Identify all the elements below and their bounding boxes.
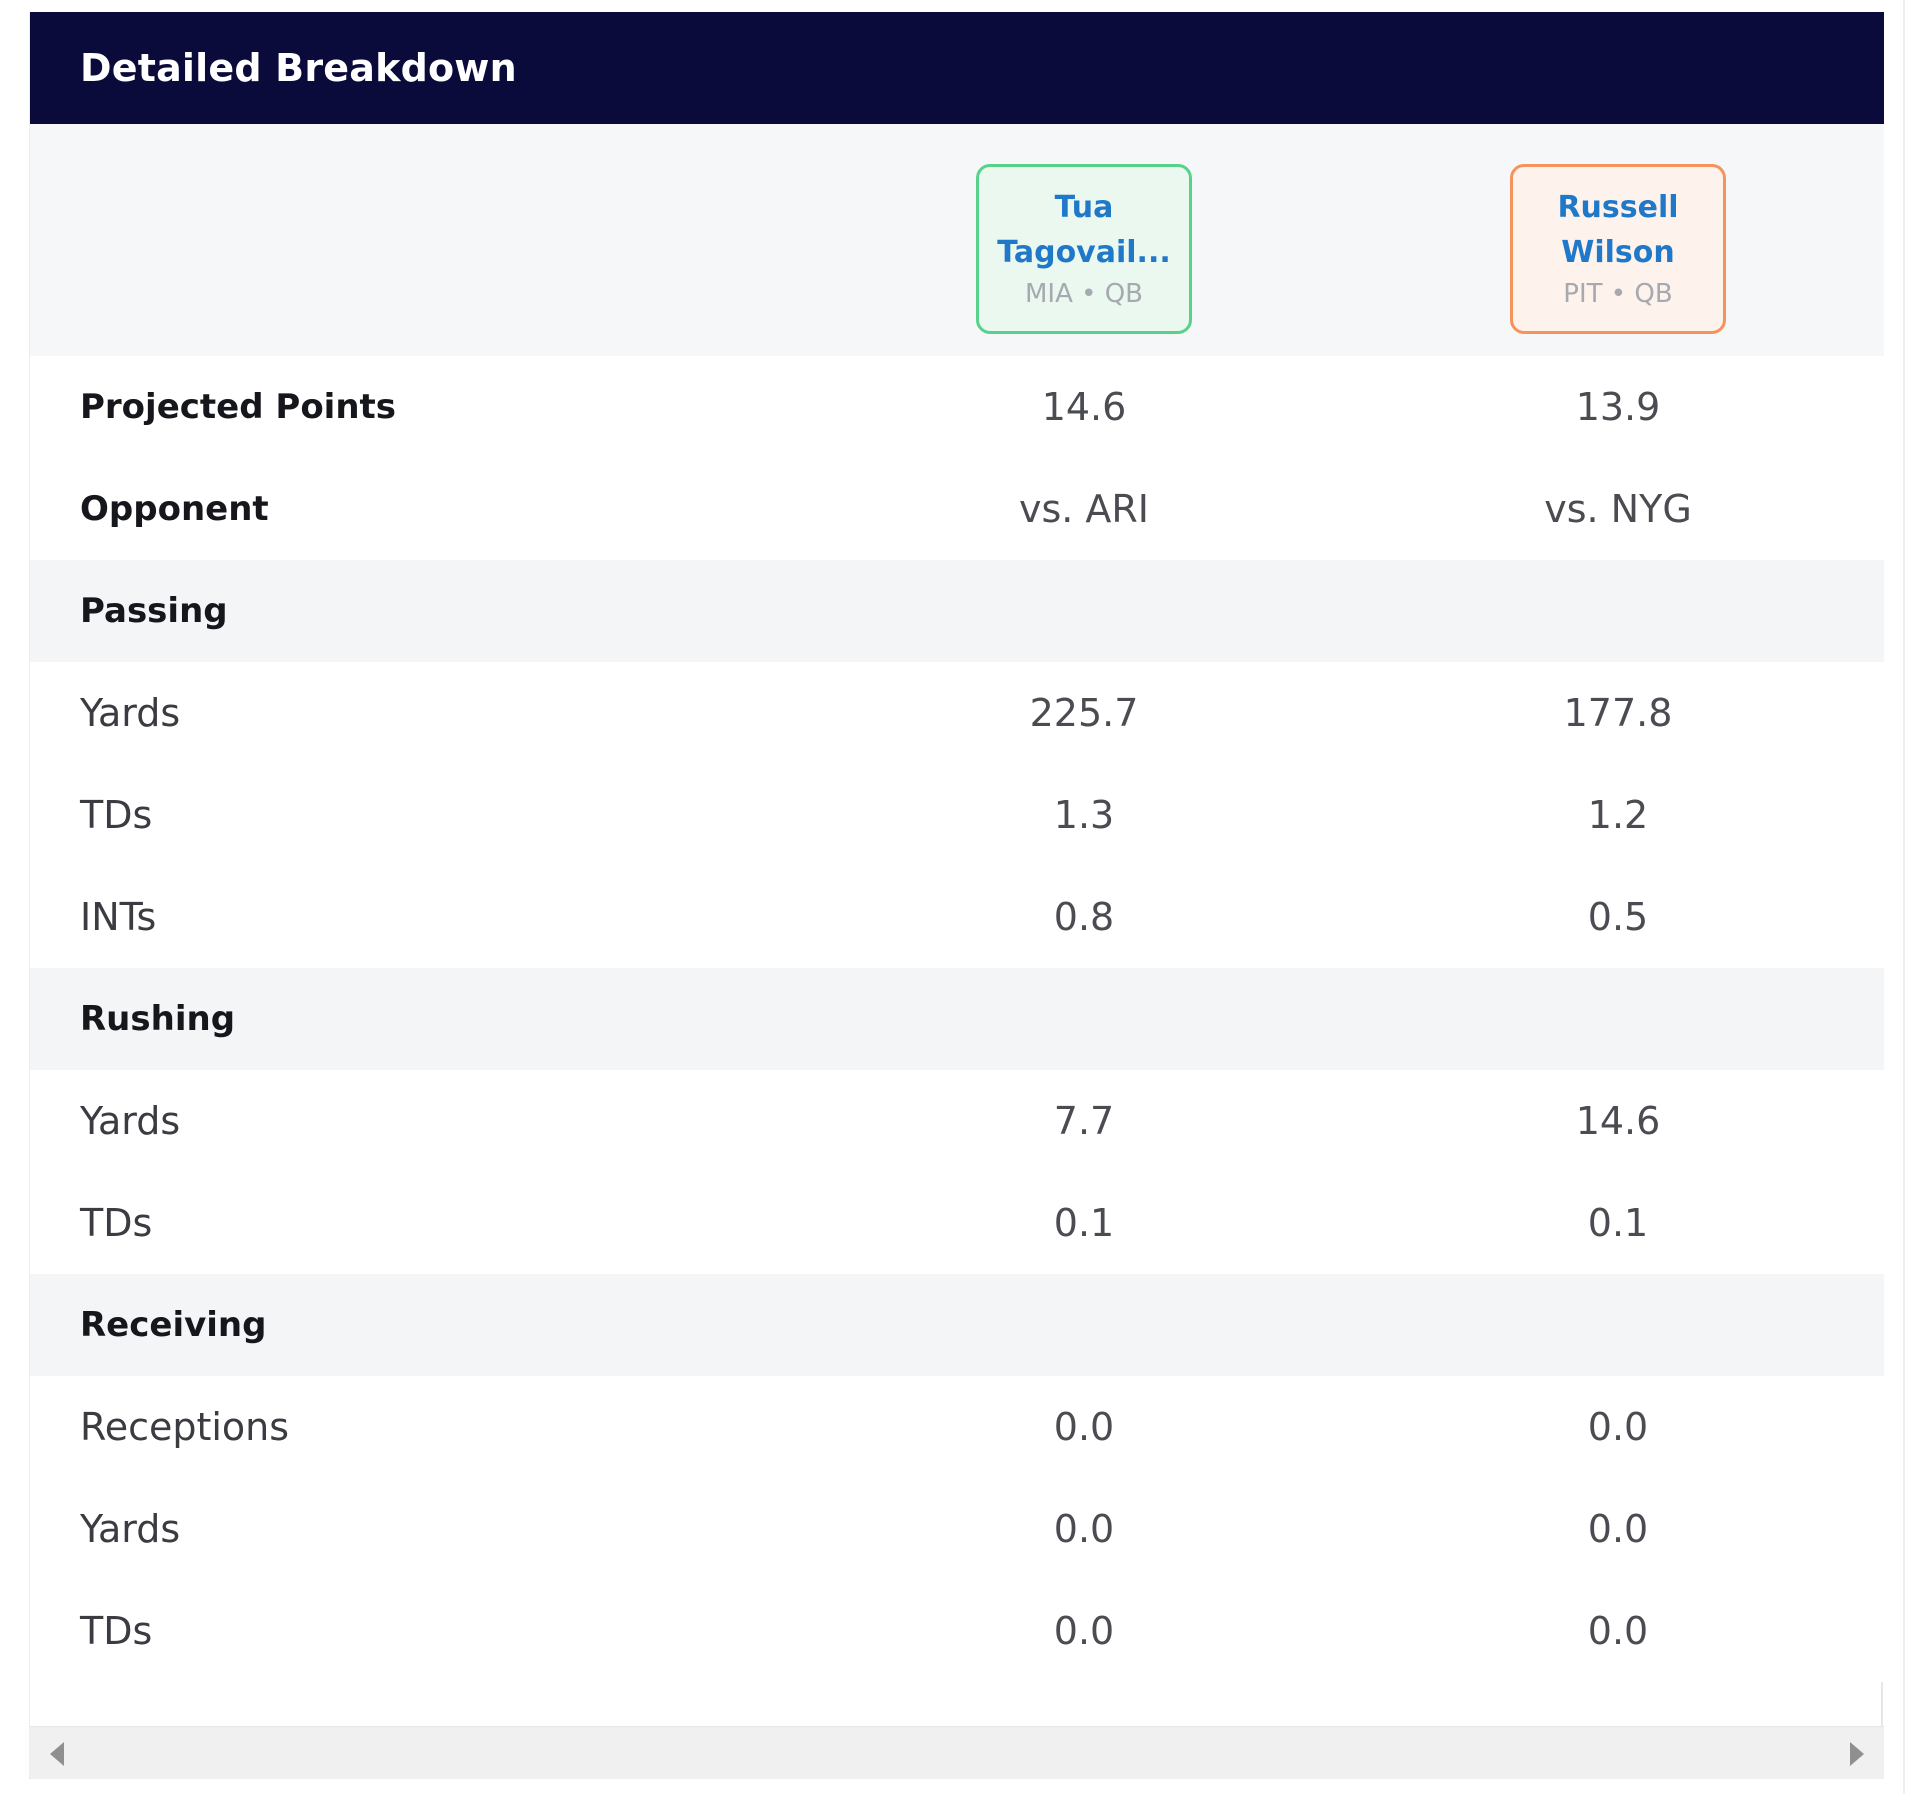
section-header-passing: Passing [30, 560, 1884, 662]
row-label: Receptions [80, 1405, 290, 1449]
card-header: Detailed Breakdown [30, 12, 1884, 124]
player-name[interactable]: Tua Tagovail... [997, 190, 1171, 270]
row-label: TDs [80, 1201, 153, 1245]
table-row-opponent: Opponent vs. ARI vs. NYG [30, 458, 1884, 560]
table-row-passing-ints: INTs 0.8 0.5 [30, 866, 1884, 968]
table-row-passing-yards: Yards 225.7 177.8 [30, 662, 1884, 764]
player2-value: 1.2 [1587, 793, 1649, 837]
player-card-tua-tagovailoa[interactable]: Tua Tagovail... MIA • QB [976, 164, 1192, 334]
player1-value: 1.3 [1053, 793, 1115, 837]
row-label: TDs [80, 1609, 153, 1653]
section-label: Passing [80, 591, 228, 631]
player2-value: 14.6 [1575, 1099, 1661, 1143]
section-header-receiving: Receiving [30, 1274, 1884, 1376]
player1-value: 14.6 [1041, 385, 1127, 429]
section-label: Rushing [80, 999, 236, 1039]
detailed-breakdown-card: Detailed Breakdown Tua Tagovail... MIA •… [29, 12, 1884, 1779]
row-label: Yards [80, 691, 181, 735]
player1-value: 225.7 [1029, 691, 1139, 735]
player2-value: vs. NYG [1544, 487, 1692, 531]
player2-value: 0.0 [1587, 1507, 1649, 1551]
table-row-rushing-yards: Yards 7.7 14.6 [30, 1070, 1884, 1172]
player-card-russell-wilson[interactable]: Russell Wilson PIT • QB [1510, 164, 1726, 334]
player2-value: 0.1 [1587, 1201, 1649, 1245]
caret-left-icon[interactable] [50, 1742, 64, 1766]
player2-value: 177.8 [1563, 691, 1673, 735]
row-label: Yards [80, 1507, 181, 1551]
player2-value: 13.9 [1575, 385, 1661, 429]
caret-right-icon[interactable] [1850, 1742, 1864, 1766]
row-label: Yards [80, 1099, 181, 1143]
players-header-row: Tua Tagovail... MIA • QB Russell Wilson … [30, 124, 1884, 356]
page-edge-divider [1903, 0, 1905, 1794]
horizontal-scrollbar[interactable] [30, 1726, 1884, 1779]
player1-value: 0.0 [1053, 1405, 1115, 1449]
row-label: INTs [80, 895, 157, 939]
table-row-projected-points: Projected Points 14.6 13.9 [30, 356, 1884, 458]
player-name[interactable]: Russell Wilson [1557, 190, 1679, 270]
player-team-position: PIT • QB [1563, 279, 1673, 309]
row-label: Projected Points [80, 387, 397, 427]
row-label: TDs [80, 793, 153, 837]
player2-value: 0.0 [1587, 1405, 1649, 1449]
player2-value: 0.0 [1587, 1609, 1649, 1653]
table-row-receiving-tds: TDs 0.0 0.0 [30, 1580, 1884, 1682]
table-row-receptions: Receptions 0.0 0.0 [30, 1376, 1884, 1478]
player1-value: 0.0 [1053, 1609, 1115, 1653]
player1-value: vs. ARI [1018, 487, 1150, 531]
row-label: Opponent [80, 489, 269, 529]
player-team-position: MIA • QB [1024, 279, 1144, 309]
card-title: Detailed Breakdown [80, 46, 517, 90]
player2-value: 0.5 [1587, 895, 1649, 939]
section-label: Receiving [80, 1305, 267, 1345]
section-header-rushing: Rushing [30, 968, 1884, 1070]
player1-value: 0.8 [1053, 895, 1115, 939]
player1-value: 0.1 [1053, 1201, 1115, 1245]
table-row-rushing-tds: TDs 0.1 0.1 [30, 1172, 1884, 1274]
player1-value: 0.0 [1053, 1507, 1115, 1551]
player1-value: 7.7 [1053, 1099, 1115, 1143]
table-row-passing-tds: TDs 1.3 1.2 [30, 764, 1884, 866]
table-row-receiving-yards: Yards 0.0 0.0 [30, 1478, 1884, 1580]
